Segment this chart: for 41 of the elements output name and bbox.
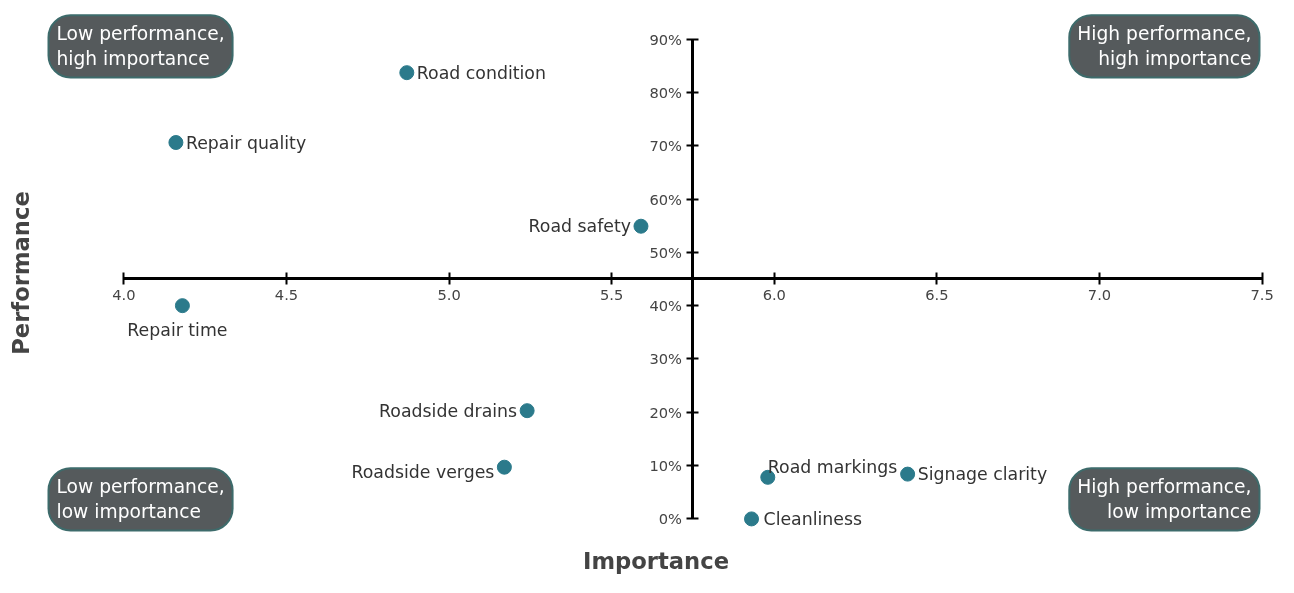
x-tick-label: 5.5 xyxy=(600,286,624,303)
y-tick-label: 40% xyxy=(649,297,683,315)
annotation: Low performance, high importance xyxy=(56,23,225,70)
x-tick-label: 6.5 xyxy=(925,286,949,303)
point xyxy=(496,459,512,475)
y-tick-label: 10% xyxy=(649,457,683,475)
annotation: Repair time xyxy=(127,319,228,340)
annotation: Road markings xyxy=(767,457,898,478)
y-tick-label: 80% xyxy=(649,83,683,101)
point xyxy=(399,65,415,81)
annotation: Signage clarity xyxy=(917,464,1048,485)
annotation: High performance, low importance xyxy=(1077,476,1252,523)
point xyxy=(744,511,760,527)
y-tick-label: 90% xyxy=(649,30,683,48)
x-tick-label: 4.5 xyxy=(274,286,299,303)
x-tick-label: 7.5 xyxy=(1250,286,1274,303)
x-tick-label: 5.0 xyxy=(437,286,461,303)
point xyxy=(633,218,649,234)
annotation: High performance, high importance xyxy=(1077,23,1252,70)
y-tick-label: 60% xyxy=(649,190,683,208)
x-tick-label: 4.0 xyxy=(112,286,136,303)
x-tick-label: 6.0 xyxy=(762,286,786,303)
annotation: Cleanliness xyxy=(763,508,863,529)
annotation: Low performance, low importance xyxy=(56,476,225,523)
point xyxy=(900,466,916,482)
y-tick-label: 70% xyxy=(649,137,683,155)
annotation: Road condition xyxy=(416,62,546,83)
y-tick-label: 30% xyxy=(649,350,683,368)
point xyxy=(174,298,190,314)
annotation: Repair quality xyxy=(185,132,307,153)
annotation: Roadside verges xyxy=(351,462,495,483)
x-axis-title: Importance xyxy=(582,547,730,574)
point xyxy=(168,135,184,150)
y-tick-label: 20% xyxy=(649,403,683,421)
y-axis-title: Performance xyxy=(7,191,34,355)
annotation: Road safety xyxy=(528,216,631,237)
y-tick-label: 0% xyxy=(658,510,683,528)
y-tick-label: 50% xyxy=(649,243,683,261)
point xyxy=(519,403,535,419)
annotation: Roadside drains xyxy=(379,400,518,421)
x-tick-label: 7.0 xyxy=(1087,286,1112,303)
